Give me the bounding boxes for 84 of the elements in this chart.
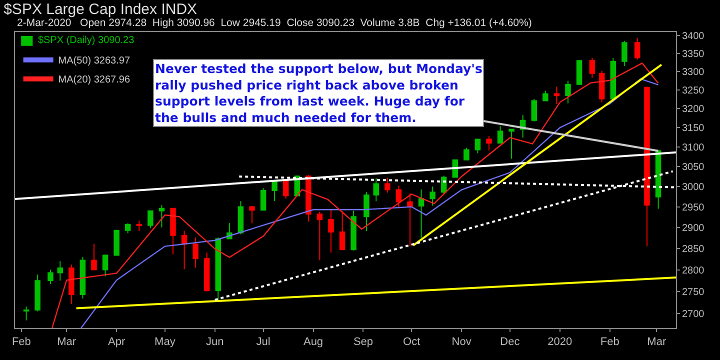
y-tick-label: 2750 bbox=[682, 286, 705, 298]
candlestick bbox=[464, 147, 470, 160]
candlestick bbox=[80, 256, 86, 300]
y-tick-label: 3200 bbox=[682, 104, 705, 116]
candlestick bbox=[102, 254, 108, 277]
x-tick-label: Aug bbox=[303, 336, 324, 348]
candlestick bbox=[23, 306, 30, 321]
candlestick bbox=[373, 178, 379, 202]
x-tick-label: Apr bbox=[108, 336, 126, 348]
candlestick bbox=[68, 264, 74, 304]
annotation: Never tested the support below, but Monday's rally pushed price right back above broken support levels from last week. Huge day for the bulls and much needed for them. bbox=[155, 61, 482, 125]
candlestick bbox=[48, 269, 54, 285]
y-tick-label: 2850 bbox=[682, 244, 705, 255]
y-tick-label: 3050 bbox=[682, 162, 705, 174]
candlestick bbox=[91, 243, 97, 270]
candlestick bbox=[170, 208, 176, 255]
y-tick-label: 3150 bbox=[682, 123, 705, 134]
candlestick bbox=[148, 210, 154, 229]
candlestick bbox=[316, 211, 323, 261]
candlestick bbox=[181, 230, 188, 270]
candlestick bbox=[508, 128, 514, 160]
x-tick-label: Feb bbox=[600, 336, 620, 348]
legend-label: MA(20) 3267.96 bbox=[58, 74, 130, 86]
candlestick bbox=[282, 178, 289, 200]
chart-title: $SPX Large Cap Index INDX bbox=[4, 1, 198, 18]
candlestick bbox=[158, 204, 165, 228]
candlestick bbox=[339, 210, 346, 250]
x-tick-label: Jun bbox=[206, 336, 224, 348]
candlestick bbox=[192, 236, 198, 268]
candlestick bbox=[215, 236, 222, 302]
y-tick-label: 3350 bbox=[682, 48, 705, 60]
candlestick bbox=[136, 220, 142, 232]
x-tick-label: Feb bbox=[12, 336, 31, 348]
candlestick bbox=[554, 86, 560, 105]
x-tick-label: Dec bbox=[500, 336, 520, 348]
candlestick bbox=[418, 188, 424, 238]
y-tick-label: 2950 bbox=[682, 202, 705, 214]
candlestick bbox=[598, 70, 605, 103]
candlestick bbox=[272, 180, 278, 202]
candlestick bbox=[328, 209, 334, 254]
y-tick-label: 2800 bbox=[682, 265, 705, 276]
candlestick bbox=[364, 192, 370, 232]
y-tick-label: 3300 bbox=[682, 67, 705, 78]
candlestick bbox=[124, 222, 131, 234]
y-tick-label: 3000 bbox=[682, 182, 705, 194]
candlestick bbox=[497, 126, 504, 144]
candlestick bbox=[430, 186, 436, 206]
x-tick-label: Mar bbox=[57, 336, 76, 348]
y-tick-label: 3250 bbox=[682, 85, 705, 96]
candlestick bbox=[57, 260, 64, 282]
candlestick bbox=[634, 38, 640, 60]
x-tick-label: Oct bbox=[403, 336, 420, 348]
candlestick bbox=[576, 60, 582, 86]
candlestick bbox=[622, 40, 628, 67]
candlestick bbox=[204, 252, 210, 292]
x-tick-label: May bbox=[154, 336, 176, 348]
candlestick bbox=[474, 138, 481, 154]
y-tick-label: 3400 bbox=[682, 31, 705, 42]
candlestick bbox=[565, 80, 571, 104]
candlestick bbox=[114, 230, 120, 256]
candlestick bbox=[542, 90, 548, 102]
x-tick-label: Sep bbox=[353, 336, 374, 348]
x-tick-label: Mar bbox=[647, 336, 666, 348]
candlestick bbox=[350, 210, 356, 252]
candlestick bbox=[238, 200, 244, 235]
candlestick bbox=[396, 185, 402, 209]
candlestick bbox=[644, 86, 650, 247]
legend-label: $SPX (Daily) 3090.23 bbox=[38, 35, 135, 46]
candlestick bbox=[249, 205, 255, 224]
chart-subtitle: 2-Mar-2020 Open 2974.28 High 3090.96 Low 2945.19 Close 3090.23 Volume 3.8B Chg +136.01 (+4.60%) bbox=[17, 17, 532, 29]
x-tick-label: 2020 bbox=[548, 336, 572, 348]
candlestick bbox=[589, 57, 596, 78]
candlestick bbox=[531, 98, 537, 122]
candlestick bbox=[260, 188, 266, 211]
y-tick-label: 3100 bbox=[682, 142, 705, 154]
candlestick bbox=[34, 274, 40, 312]
candlestick bbox=[486, 136, 492, 151]
x-tick-label: Jul bbox=[256, 336, 270, 348]
candlestick bbox=[384, 177, 390, 194]
y-tick-label: 2700 bbox=[682, 309, 705, 320]
candlestick bbox=[407, 192, 413, 246]
legend-label: MA(50) 3263.97 bbox=[58, 56, 130, 67]
x-tick-label: Nov bbox=[452, 336, 472, 348]
y-tick-label: 2900 bbox=[682, 222, 705, 234]
